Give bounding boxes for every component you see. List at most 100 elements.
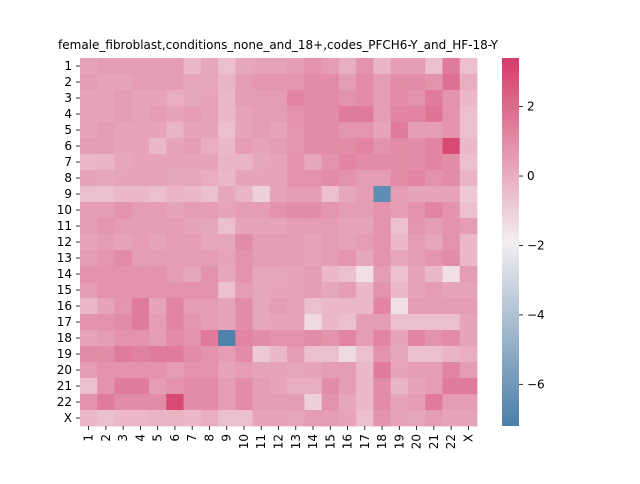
heatmap-cell-10-9	[218, 202, 236, 219]
heatmap-cell-19-17	[356, 346, 374, 363]
heatmap-cell-7-3	[114, 154, 133, 171]
heatmap-cell-10-13	[287, 202, 305, 219]
heatmap-cell-20-21	[425, 362, 443, 379]
heatmap-cell-6-1	[80, 138, 98, 155]
heatmap-cell-22-10	[235, 394, 254, 411]
heatmap-cell-10-7	[183, 202, 202, 219]
heatmap-cell-3-7	[183, 90, 202, 107]
heatmap-cell-4-6	[166, 106, 184, 123]
heatmap-cell-15-8	[200, 282, 219, 299]
heatmap-cell-5-18	[373, 122, 392, 139]
heatmap-cell-6-20	[407, 138, 426, 155]
heatmap-cell-19-8	[200, 346, 219, 363]
heatmap-cell-12-14	[304, 234, 323, 251]
heatmap-cell-8-8	[200, 170, 219, 187]
heatmap-cell-21-15	[321, 378, 340, 395]
row-tick-label: 20	[57, 363, 72, 377]
heatmap-cell-6-8	[200, 138, 219, 155]
heatmap-cell-16-14	[304, 298, 323, 315]
heatmap-cell-19-14	[304, 346, 323, 363]
heatmap-cell-22-X	[459, 394, 478, 411]
heatmap-cell-5-12	[269, 122, 288, 139]
heatmap-cell-14-12	[269, 266, 288, 283]
heatmap-cell-19-15	[321, 346, 340, 363]
heatmap-cell-1-22	[442, 58, 461, 75]
heatmap-cell-X-19	[390, 410, 409, 427]
heatmap-cell-12-12	[269, 234, 288, 251]
heatmap-cell-X-13	[287, 410, 305, 427]
heatmap-cell-12-9	[218, 234, 236, 251]
heatmap-cell-5-3	[114, 122, 133, 139]
heatmap-cell-21-14	[304, 378, 323, 395]
heatmap-cell-17-8	[200, 314, 219, 331]
heatmap-cell-9-22	[442, 186, 461, 203]
heatmap-cell-7-2	[97, 154, 115, 171]
heatmap-cell-X-12	[269, 410, 288, 427]
heatmap-cell-18-6	[166, 330, 184, 347]
heatmap-cell-1-9	[218, 58, 236, 75]
heatmap-cell-21-3	[114, 378, 133, 395]
heatmap-cell-21-20	[407, 378, 426, 395]
heatmap-cell-20-16	[338, 362, 357, 379]
heatmap-cell-19-21	[425, 346, 443, 363]
heatmap-cell-8-10	[235, 170, 254, 187]
heatmap-cell-21-12	[269, 378, 288, 395]
heatmap-cell-X-15	[321, 410, 340, 427]
heatmap-cell-1-11	[252, 58, 271, 75]
heatmap-cell-15-12	[269, 282, 288, 299]
heatmap-cell-14-11	[252, 266, 271, 283]
heatmap-cell-7-5	[149, 154, 167, 171]
heatmap-cell-17-21	[425, 314, 443, 331]
heatmap-cell-16-2	[97, 298, 115, 315]
heatmap-cell-16-18	[373, 298, 392, 315]
colorbar-tick-label: 2	[527, 100, 535, 114]
heatmap-cell-5-2	[97, 122, 115, 139]
heatmap-cell-19-7	[183, 346, 202, 363]
heatmap-cell-5-8	[200, 122, 219, 139]
heatmap-cell-20-9	[218, 362, 236, 379]
heatmap-cell-4-7	[183, 106, 202, 123]
heatmap-cell-4-10	[235, 106, 254, 123]
heatmap-cell-13-4	[131, 250, 150, 267]
heatmap-cell-13-10	[235, 250, 254, 267]
heatmap-cell-21-18	[373, 378, 392, 395]
heatmap-cell-5-1	[80, 122, 98, 139]
heatmap-cell-17-4	[131, 314, 150, 331]
heatmap-cell-3-15	[321, 90, 340, 107]
heatmap-cell-9-10	[235, 186, 254, 203]
heatmap-cell-11-3	[114, 218, 133, 235]
heatmap-cell-8-12	[269, 170, 288, 187]
heatmap-cell-20-22	[442, 362, 461, 379]
heatmap-cell-7-13	[287, 154, 305, 171]
heatmap-cell-11-21	[425, 218, 443, 235]
heatmap-cell-18-4	[131, 330, 150, 347]
heatmap-cell-22-22	[442, 394, 461, 411]
heatmap-cell-6-9	[218, 138, 236, 155]
heatmap-cell-11-4	[131, 218, 150, 235]
heatmap-cell-3-16	[338, 90, 357, 107]
heatmap-cell-17-X	[459, 314, 478, 331]
heatmap-cell-21-2	[97, 378, 115, 395]
heatmap-cell-X-3	[114, 410, 133, 427]
heatmap-cell-14-5	[149, 266, 167, 283]
heatmap-cell-11-15	[321, 218, 340, 235]
heatmap-cell-1-19	[390, 58, 409, 75]
column-tick-label: 22	[444, 434, 458, 449]
heatmap-cell-8-1	[80, 170, 98, 187]
heatmap-cell-18-20	[407, 330, 426, 347]
heatmap-cell-12-4	[131, 234, 150, 251]
heatmap-cell-X-17	[356, 410, 374, 427]
heatmap-cell-14-7	[183, 266, 202, 283]
heatmap-cell-15-20	[407, 282, 426, 299]
heatmap-cell-8-22	[442, 170, 461, 187]
heatmap-cell-16-19	[390, 298, 409, 315]
heatmap-cell-11-7	[183, 218, 202, 235]
heatmap-cell-12-10	[235, 234, 254, 251]
column-tick-label: 8	[202, 434, 216, 442]
heatmap-cell-18-15	[321, 330, 340, 347]
heatmap-cell-13-9	[218, 250, 236, 267]
column-axis: 1 2 3 4 5 6 7 8 9 10 11 12 13 14 15 16 17 18 19 20 21 22 X	[82, 426, 475, 449]
heatmap-cell-3-9	[218, 90, 236, 107]
heatmap-cell-X-4	[131, 410, 150, 427]
heatmap-cell-12-22	[442, 234, 461, 251]
